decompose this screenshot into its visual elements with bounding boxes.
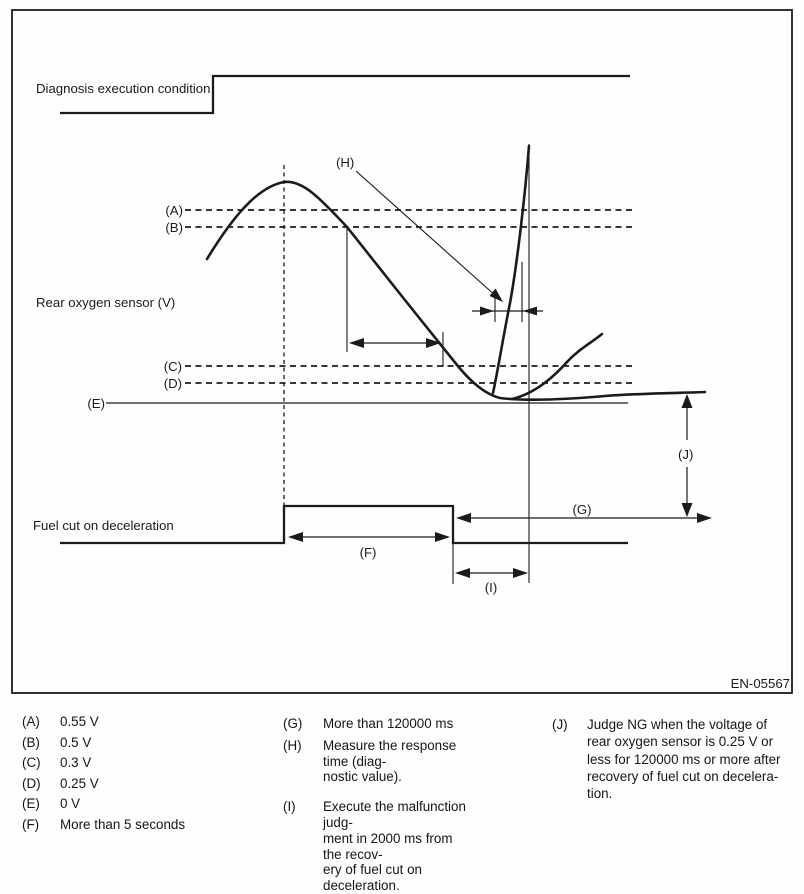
- pointer-line: [355, 170, 498, 298]
- diagnosis-step-waveform: [60, 74, 630, 115]
- legend-item-g: (G) More than 120000 ms: [283, 716, 473, 732]
- callout-i-label: (I): [485, 580, 497, 595]
- legend-text: Measure the response time (diag- nostic …: [323, 737, 457, 785]
- legend-item-a: (A) 0.55 V: [22, 712, 185, 733]
- legend-item-e: (E) 0 V: [22, 794, 185, 815]
- reference-code: EN-05567: [731, 676, 790, 691]
- arrowhead-right-icon: [513, 568, 528, 578]
- response-time-dimension-arrow: [472, 306, 543, 316]
- sensor-voltage-curve: [205, 180, 707, 402]
- legend-key: (F): [22, 816, 40, 832]
- dimension-g-arrow: [456, 513, 712, 523]
- legend-text: Judge NG when the voltage of rear oxygen…: [587, 717, 781, 802]
- sensor-voltage-spike: [491, 144, 531, 395]
- callout-j-label: (J): [678, 447, 693, 462]
- diagnosis-condition-label: Diagnosis execution condition: [36, 81, 210, 96]
- arrowhead-right-icon: [426, 338, 441, 348]
- legend-key: (A): [22, 714, 40, 729]
- legend-item-c: (C) 0.3 V: [22, 753, 185, 774]
- legend-column-1: (A) 0.55 V (B) 0.5 V (C) 0.3 V (D) 0.25 …: [22, 712, 185, 836]
- legend-item-d: (D) 0.25 V: [22, 774, 185, 795]
- callout-f-label: (F): [360, 545, 377, 560]
- h-pointer-arrow: [355, 170, 503, 302]
- fuel-cut-label: Fuel cut on deceleration: [33, 518, 174, 533]
- arrowhead-right-icon: [697, 513, 712, 523]
- legend-text: 0.25 V: [60, 775, 99, 791]
- arrowhead-left-icon: [455, 568, 470, 578]
- dimension-i-arrow: [455, 568, 528, 578]
- legend-text: 0.5 V: [60, 734, 92, 750]
- fuel-cut-waveform: [60, 504, 628, 545]
- timing-diagram: Diagnosis execution condition (A) (B) (C…: [11, 9, 793, 694]
- legend-item-j: (J) Judge NG when the voltage of rear ox…: [552, 716, 782, 802]
- legend-key: (E): [22, 796, 40, 812]
- threshold-lines: [185, 209, 634, 384]
- diagram-frame: [11, 9, 793, 694]
- arrowhead-left-icon: [456, 513, 471, 523]
- arrowhead-left-icon: [523, 306, 537, 316]
- legend-text: More than 5 seconds: [60, 816, 186, 832]
- legend-text: Execute the malfunction judg- ment in 20…: [323, 799, 466, 894]
- legend-key: (D): [22, 775, 41, 791]
- legend-column-3: (J) Judge NG when the voltage of rear ox…: [552, 716, 782, 802]
- arrowhead-right-icon: [480, 306, 494, 316]
- measurement-ticks: [346, 144, 530, 584]
- legend-text: More than 120000 ms: [323, 716, 454, 731]
- callout-d-label: (D): [164, 376, 182, 391]
- legend-text: 0 V: [60, 796, 81, 812]
- legend-key: (H): [283, 737, 302, 753]
- callout-b-label: (B): [165, 220, 183, 235]
- legend-key: (C): [22, 755, 41, 771]
- legend-text: 0.55 V: [60, 714, 99, 729]
- callout-h-label: (H): [336, 155, 354, 170]
- arrowhead-down-icon: [681, 503, 693, 517]
- callout-g-label: (G): [572, 502, 591, 517]
- fall-time-dimension-arrow: [349, 338, 441, 348]
- legend-key: (I): [283, 799, 296, 815]
- rear-oxygen-sensor-label: Rear oxygen sensor (V): [36, 295, 175, 310]
- legend-item-b: (B) 0.5 V: [22, 733, 185, 754]
- legend-item-f: (F) More than 5 seconds: [22, 815, 185, 836]
- legend-item-h: (H) Measure the response time (diag- nos…: [283, 738, 473, 785]
- callout-c-label: (C): [164, 359, 182, 374]
- legend-key: (J): [552, 717, 568, 732]
- arrowhead-icon: [489, 288, 503, 302]
- arrowhead-left-icon: [288, 532, 303, 542]
- arrowhead-up-icon: [681, 394, 693, 408]
- legend-item-i: (I) Execute the malfunction judg- ment i…: [283, 799, 473, 894]
- legend-key: (B): [22, 734, 40, 750]
- dimension-j-arrow: [681, 394, 693, 517]
- legend-text: 0.3 V: [60, 755, 92, 771]
- arrowhead-left-icon: [349, 338, 364, 348]
- dimension-f-arrow: [288, 532, 450, 542]
- callout-e-label: (E): [87, 396, 105, 411]
- legend-column-2: (G) More than 120000 ms (H) Measure the …: [283, 716, 473, 894]
- callout-a-label: (A): [165, 203, 183, 218]
- arrowhead-right-icon: [435, 532, 450, 542]
- legend-key: (G): [283, 716, 303, 731]
